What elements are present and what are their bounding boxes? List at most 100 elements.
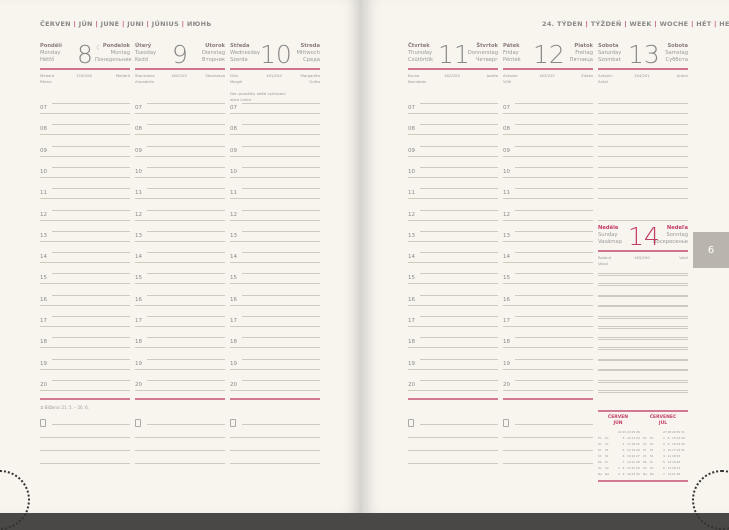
weekday-label: Po (598, 436, 602, 440)
name: Antonín (598, 73, 613, 78)
month-name-sk: JÚN (613, 421, 623, 426)
hour-label: 09 (40, 147, 47, 154)
hour-label: 10 (503, 168, 510, 175)
weekday-label: Út (643, 442, 647, 446)
calendar-day: 17 (631, 436, 636, 440)
zodiac-note: ♊ Blíženci 21. 5. – 20. 6. (40, 405, 89, 410)
week-number: 30 (676, 430, 681, 434)
weekday-label: Út (598, 442, 602, 446)
weekday-label: Pá (643, 460, 647, 464)
header-word: HÉT (696, 20, 712, 28)
hour-label: 13 (40, 232, 47, 239)
header-word: JUNE (100, 20, 120, 28)
calendar-day: 17 (672, 448, 676, 452)
weekday-label: Ut (605, 442, 609, 446)
sunday-top-line (598, 220, 688, 221)
calendar-day: 23 (676, 442, 681, 446)
half-hour-line (503, 304, 593, 306)
notes-divider (598, 410, 688, 412)
note-line (408, 437, 498, 438)
day-name-de: Mittwoch (296, 50, 320, 56)
half-hour-line (40, 368, 130, 370)
hour-line (598, 337, 688, 339)
hour-label: 17 (40, 318, 47, 324)
week-number: 25 (631, 430, 636, 434)
day-names-right: Pondelok Montag Понедельник (95, 43, 132, 64)
hour-line (420, 252, 498, 254)
day-names-right: Piatok Freitag Пятница (558, 43, 593, 64)
half-hour-line (503, 240, 593, 242)
nameday-cz: Stanislava Annabella (135, 73, 155, 85)
hour-label: 19 (230, 360, 237, 367)
hour-line (598, 273, 688, 275)
hour-label: 09 (408, 147, 415, 154)
hour-label: 14 (230, 254, 237, 261)
hour-line (515, 124, 593, 126)
half-hour-line (135, 134, 225, 136)
week-header: 24. TÝDEN | TÝŽDEŇ | WEEK | WOCHE | HÉT … (542, 20, 729, 28)
weekday-label: Po (643, 436, 647, 440)
day-name: Pátek (503, 43, 520, 49)
hour-label: 19 (40, 360, 47, 367)
name-sk: Jozefa (486, 73, 498, 78)
half-hour-line (135, 219, 225, 221)
line (598, 360, 688, 362)
right-page (362, 0, 729, 513)
day-name-de: Dienstag (201, 50, 225, 56)
name-sk: Gréta (309, 79, 320, 84)
hour-label: 09 (135, 147, 142, 154)
hour-line (515, 166, 593, 168)
hour-label: 10 (40, 168, 47, 175)
note-line (230, 450, 320, 451)
half-hour-line (230, 326, 320, 327)
day-name-sk: Sobota (667, 43, 688, 49)
mini-calendar-title: ČERVEN JÚN (598, 415, 638, 427)
half-hour-line (503, 176, 593, 178)
hour-label: 17 (230, 318, 237, 324)
day-header (135, 40, 225, 70)
half-hour-line (135, 347, 225, 349)
day-name-ru: Понедельник (95, 57, 132, 63)
half-hour-line (598, 134, 688, 136)
hour-line (420, 124, 498, 126)
sunday-header (598, 222, 688, 252)
hour-label: 11 (135, 190, 142, 197)
month-tab[interactable]: 6 (693, 232, 729, 268)
hour-line (242, 273, 320, 275)
day-count: 161/204 (266, 73, 282, 78)
half-hour-line (135, 389, 225, 391)
name: Bruno (408, 73, 420, 78)
calendar-day: 20 (672, 466, 676, 470)
line (598, 338, 688, 340)
day-count: 163/202 (539, 73, 555, 78)
hour-line (52, 188, 130, 190)
hour-line (52, 145, 130, 147)
hour-label: 12 (408, 211, 415, 218)
half-hour-line (135, 368, 225, 370)
week-number: 29 (672, 430, 676, 434)
hour-line (515, 252, 593, 254)
note-line (408, 450, 498, 451)
header-word: WOCHE (659, 20, 689, 28)
calendar-day: 12 (627, 448, 631, 452)
half-hour-line (230, 198, 320, 200)
hour-line (147, 103, 225, 104)
hour-line (515, 379, 593, 381)
nameday-sk: Zlatko (558, 73, 593, 79)
week-number: 27 (663, 430, 667, 434)
day-number: 13 (628, 40, 660, 69)
hour-line (147, 273, 225, 275)
half-hour-line (40, 155, 130, 157)
day-name: Čtvrtek (408, 43, 430, 49)
calendar-day: 8 (667, 436, 670, 440)
name: Stanislava (135, 73, 155, 78)
hour-line (242, 252, 320, 254)
half-hour-line (503, 262, 593, 264)
calendar-day: 1 (618, 466, 620, 470)
line (598, 275, 688, 276)
half-hour-line (230, 113, 320, 114)
moon-phase-icon: ☾ (96, 44, 103, 52)
hour-label: 19 (503, 360, 510, 367)
day-number: 12 (533, 40, 565, 69)
nameday-sk: Jozefa (463, 73, 498, 79)
